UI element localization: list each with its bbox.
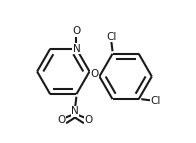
Text: O: O <box>90 69 99 79</box>
Text: N: N <box>71 106 79 116</box>
Text: O: O <box>84 115 93 125</box>
Text: O: O <box>57 115 66 125</box>
Text: N: N <box>73 44 80 54</box>
Text: Cl: Cl <box>151 96 161 106</box>
Text: Cl: Cl <box>106 32 116 42</box>
Text: O: O <box>72 26 81 36</box>
